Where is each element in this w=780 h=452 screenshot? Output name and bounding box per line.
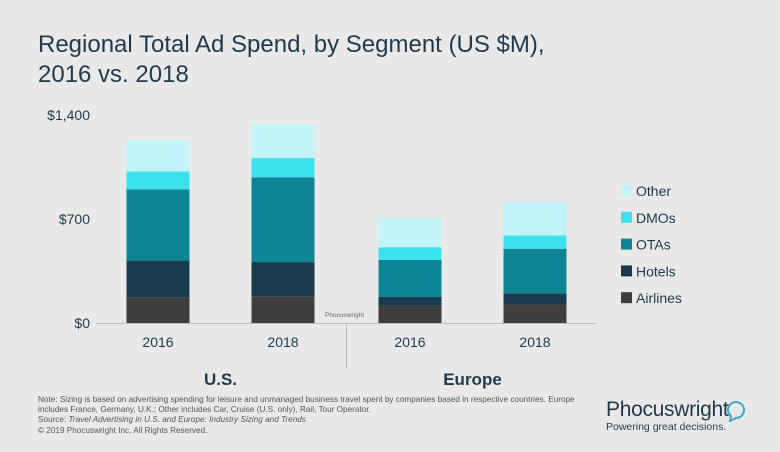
bar-segment-airlines (503, 304, 567, 323)
x-tick-label: 2016 (394, 334, 425, 350)
bar-segment-hotels (126, 260, 190, 298)
legend-label-dmos: DMOs (636, 210, 676, 226)
bar-segment-other (251, 124, 315, 159)
bar-segment-other (378, 218, 442, 248)
legend-swatch-hotels (621, 265, 632, 277)
copyright-text: © 2019 Phocuswright Inc. All Rights Rese… (38, 425, 208, 435)
brand-name: Phocuswright (606, 398, 729, 421)
bar-segment-other (126, 140, 190, 172)
title-line-2: 2016 vs. 2018 (38, 61, 189, 88)
bar-segment-hotels (378, 297, 442, 306)
bar-segment-airlines (251, 296, 315, 323)
bar-segment-otas (126, 189, 190, 261)
legend-swatch-dmos (621, 211, 632, 223)
watermark-text: Phocuswright (325, 312, 364, 319)
legend-label-other: Other (636, 183, 671, 199)
legend-label-hotels: Hotels (636, 263, 676, 279)
bar-segment-dmos (503, 235, 567, 249)
bar-segment-dmos (251, 158, 315, 178)
brand-tagline: Powering great decisions. (606, 421, 727, 433)
group-label: U.S. (204, 370, 237, 389)
bar-segment-hotels (251, 262, 315, 297)
bar-segment-airlines (378, 305, 442, 323)
x-tick-label: 2016 (142, 334, 173, 350)
note-text: Note: Sizing is based on advertising spe… (38, 395, 575, 415)
legend-label-otas: OTAs (636, 237, 671, 253)
source-label: Source: (38, 415, 67, 425)
y-tick-label: $0 (74, 315, 90, 331)
x-tick-label: 2018 (519, 334, 550, 350)
chart-title: Regional Total Ad Spend, by Segment (US … (38, 30, 545, 90)
brand-logo: Phocuswright Powering great decisions. (606, 398, 745, 433)
y-tick-label: $700 (59, 211, 90, 227)
x-tick-label: 2018 (267, 334, 298, 350)
legend-swatch-airlines (621, 292, 632, 304)
group-label: Europe (443, 370, 502, 389)
bar-segment-otas (251, 177, 315, 263)
legend-swatch-otas (621, 238, 632, 250)
bar-segment-hotels (503, 293, 567, 305)
bar-segment-otas (503, 248, 567, 294)
footnote: Note: Sizing is based on advertising spe… (38, 395, 598, 436)
title-line-1: Regional Total Ad Spend, by Segment (US … (38, 31, 545, 58)
legend-swatch-other (621, 185, 632, 196)
legend-label-airlines: Airlines (636, 290, 682, 306)
source-line: Source: Travel Advertising in U.S. and E… (38, 415, 598, 425)
y-tick-label: $1,400 (47, 107, 90, 123)
bar-segment-airlines (126, 297, 190, 323)
speech-bubble-icon (726, 401, 745, 422)
bar-segment-dmos (126, 171, 190, 190)
source-text: Travel Advertising in U.S. and Europe: I… (68, 415, 306, 425)
bar-segment-otas (378, 259, 442, 297)
bar-segment-dmos (378, 247, 442, 260)
bar-segment-other (503, 201, 567, 236)
